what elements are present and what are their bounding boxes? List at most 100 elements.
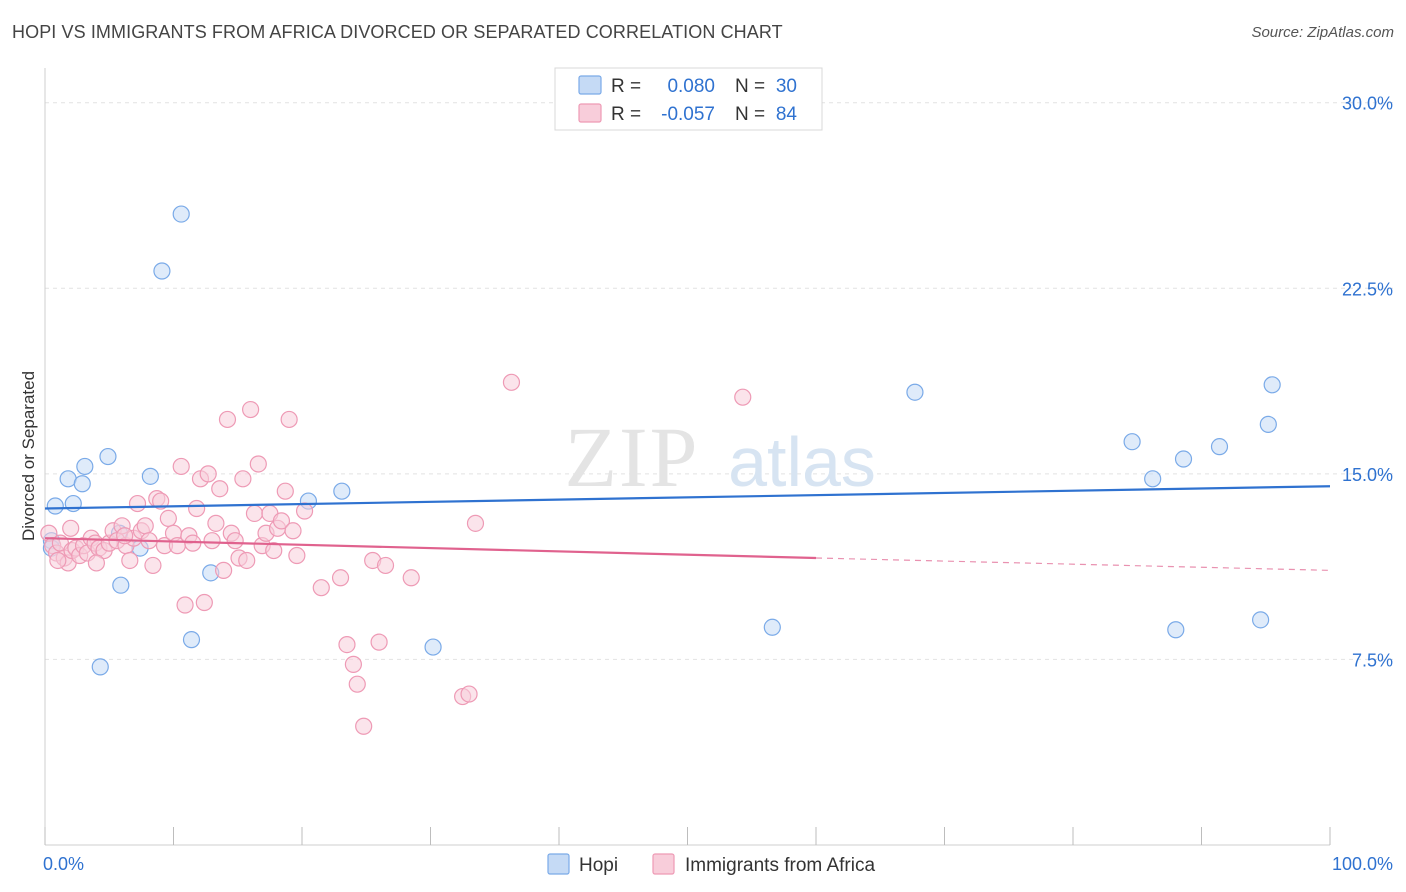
africa-swatch — [578, 103, 602, 123]
africa-point — [195, 593, 213, 612]
africa-point — [211, 480, 229, 498]
watermark: ZIP atlas — [565, 409, 876, 505]
hopi-point — [172, 205, 190, 223]
africa-point — [355, 717, 373, 735]
axes — [44, 68, 1331, 846]
source-label: Source: ZipAtlas.com — [1251, 24, 1394, 41]
africa-point — [245, 504, 264, 523]
watermark-zip: ZIP — [565, 409, 700, 505]
y-tick-label: 22.5% — [1342, 279, 1393, 299]
y-tick-label: 7.5% — [1352, 650, 1393, 670]
africa-point — [312, 579, 330, 597]
africa-point — [370, 633, 388, 651]
hopi-point — [1144, 470, 1162, 488]
x-tick-label-min: 0.0% — [43, 854, 84, 874]
africa-point — [348, 675, 366, 693]
hopi-n-label: N = — [735, 76, 765, 97]
legend-hopi-swatch — [547, 853, 570, 875]
hopi-r-value: 0.080 — [667, 76, 715, 97]
africa-point — [280, 410, 298, 429]
hopi-point — [99, 447, 117, 466]
hopi-r-label: R = — [611, 76, 641, 97]
africa-point — [338, 635, 356, 654]
hopi-point — [112, 576, 130, 594]
hopi-point — [1167, 621, 1185, 639]
hopi-point — [1252, 611, 1270, 629]
africa-trend-extension — [815, 557, 1331, 571]
africa-n-label: N = — [735, 104, 765, 125]
hopi-point — [76, 457, 94, 476]
africa-point — [344, 655, 362, 673]
hopi-point — [1174, 450, 1193, 468]
hopi-point — [1259, 415, 1277, 433]
africa-n-value: 84 — [776, 104, 798, 125]
africa-point — [218, 410, 237, 429]
hopi-point — [1263, 376, 1281, 394]
x-tick-label-max: 100.0% — [1332, 854, 1393, 874]
hopi-point — [141, 467, 159, 485]
africa-point — [249, 455, 267, 473]
africa-point — [734, 388, 752, 406]
africa-point — [62, 519, 80, 537]
hopi-swatch — [578, 75, 602, 95]
africa-point — [238, 551, 256, 570]
africa-point — [402, 569, 420, 587]
africa-point — [265, 541, 283, 560]
hopi-point — [1123, 433, 1141, 451]
hopi-point — [73, 475, 91, 493]
series-legend: Hopi Immigrants from Africa — [547, 853, 875, 876]
africa-point — [272, 512, 291, 530]
stats-legend: R = 0.080 N = 30 R = -0.057 N = 84 — [554, 67, 823, 131]
grid — [45, 102, 1393, 660]
africa-point — [376, 556, 395, 575]
africa-point — [176, 596, 194, 614]
africa-point — [460, 685, 478, 703]
africa-point — [242, 400, 260, 419]
africa-point — [331, 569, 350, 587]
africa-point — [502, 373, 521, 391]
legend-hopi-label: Hopi — [579, 855, 618, 876]
hopi-point — [182, 631, 201, 649]
trend-lines — [44, 485, 1331, 571]
africa-point — [188, 499, 206, 518]
africa-point — [128, 494, 147, 513]
legend-africa-label: Immigrants from Africa — [685, 855, 875, 876]
africa-point — [203, 532, 221, 550]
africa-point — [136, 517, 154, 535]
africa-point — [144, 556, 162, 575]
y-tick-label: 30.0% — [1342, 94, 1393, 114]
africa-point — [466, 514, 485, 532]
africa-point — [276, 482, 294, 500]
africa-point — [234, 470, 252, 488]
legend-africa-swatch — [652, 853, 675, 875]
watermark-atlas: atlas — [728, 423, 876, 501]
africa-point — [199, 465, 217, 483]
africa-r-value: -0.057 — [661, 104, 715, 125]
africa-point — [121, 551, 139, 570]
africa-point — [295, 502, 314, 520]
hopi-point — [91, 658, 109, 676]
africa-point — [49, 551, 67, 570]
africa-point — [152, 492, 170, 510]
africa-point — [207, 514, 225, 532]
hopi-point — [424, 638, 442, 656]
hopi-point — [153, 262, 171, 280]
hopi-n-value: 30 — [776, 76, 797, 97]
hopi-point — [906, 383, 924, 401]
africa-trend-line — [44, 537, 817, 560]
africa-point — [215, 561, 233, 579]
chart-title: HOPI VS IMMIGRANTS FROM AFRICA DIVORCED … — [12, 22, 783, 42]
africa-point — [159, 509, 177, 528]
africa-point — [226, 532, 244, 550]
hopi-point — [46, 497, 64, 515]
y-axis-label: Divorced or Separated — [19, 370, 38, 542]
africa-point — [288, 546, 306, 565]
y-tick-label: 15.0% — [1342, 465, 1393, 485]
hopi-point — [763, 618, 781, 636]
africa-point — [284, 522, 302, 540]
hopi-point — [333, 482, 351, 500]
hopi-point — [1210, 438, 1229, 456]
africa-r-label: R = — [611, 104, 641, 125]
hopi-trend-line — [44, 485, 1331, 510]
